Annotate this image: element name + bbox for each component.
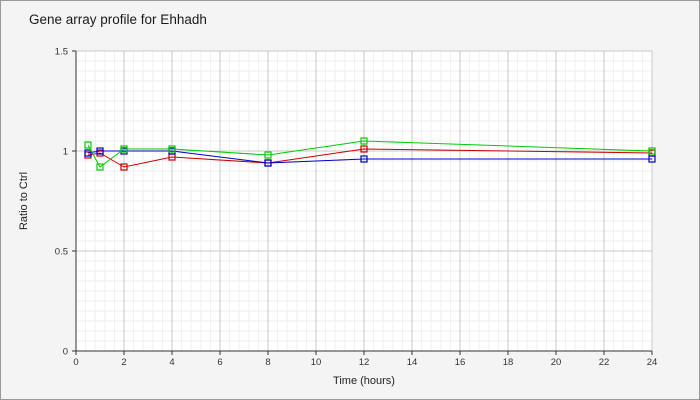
data-point-marker [96, 147, 104, 155]
y-tick-label: 1 [63, 147, 68, 158]
x-tick-label: 20 [551, 357, 562, 368]
x-tick-label: 12 [359, 357, 370, 368]
data-point-marker [648, 147, 656, 155]
x-axis-label: Time (hours) [333, 375, 395, 387]
x-tick-label: 18 [503, 357, 514, 368]
data-point-marker [360, 145, 368, 153]
series-2 [84, 147, 656, 167]
data-point-marker [264, 159, 272, 167]
chart-title: Gene array profile for Ehhadh [29, 12, 207, 27]
data-point-marker [360, 155, 368, 163]
data-point-marker [360, 137, 368, 145]
y-tick-label: 0.5 [55, 247, 68, 258]
data-point-marker [120, 163, 128, 171]
data-point-marker [168, 145, 176, 153]
data-point-marker [96, 163, 104, 171]
x-tick-label: 4 [169, 357, 174, 368]
data-point-marker [84, 149, 92, 157]
x-tick-label: 8 [265, 357, 270, 368]
data-series [84, 137, 656, 171]
x-tick-label: 22 [599, 357, 610, 368]
y-axis-label: Ratio to Ctrl [18, 172, 30, 230]
x-tick-label: 6 [217, 357, 222, 368]
data-point-marker [84, 141, 92, 149]
x-tick-label: 14 [407, 357, 418, 368]
data-point-marker [120, 145, 128, 153]
series-line [87, 150, 652, 164]
x-tick-label: 10 [311, 357, 322, 368]
x-tick-label: 24 [647, 357, 658, 368]
data-point-marker [648, 155, 656, 163]
x-tick-label: 16 [455, 357, 466, 368]
series-3 [84, 137, 656, 171]
series-line [87, 148, 653, 168]
y-tick-label: 1.5 [55, 47, 68, 58]
axes [72, 50, 653, 355]
series-line [87, 140, 653, 168]
data-point-marker [264, 151, 272, 159]
y-tick-label: 0 [63, 347, 68, 358]
x-tick-label: 2 [121, 357, 126, 368]
x-tick-label: 0 [73, 357, 78, 368]
